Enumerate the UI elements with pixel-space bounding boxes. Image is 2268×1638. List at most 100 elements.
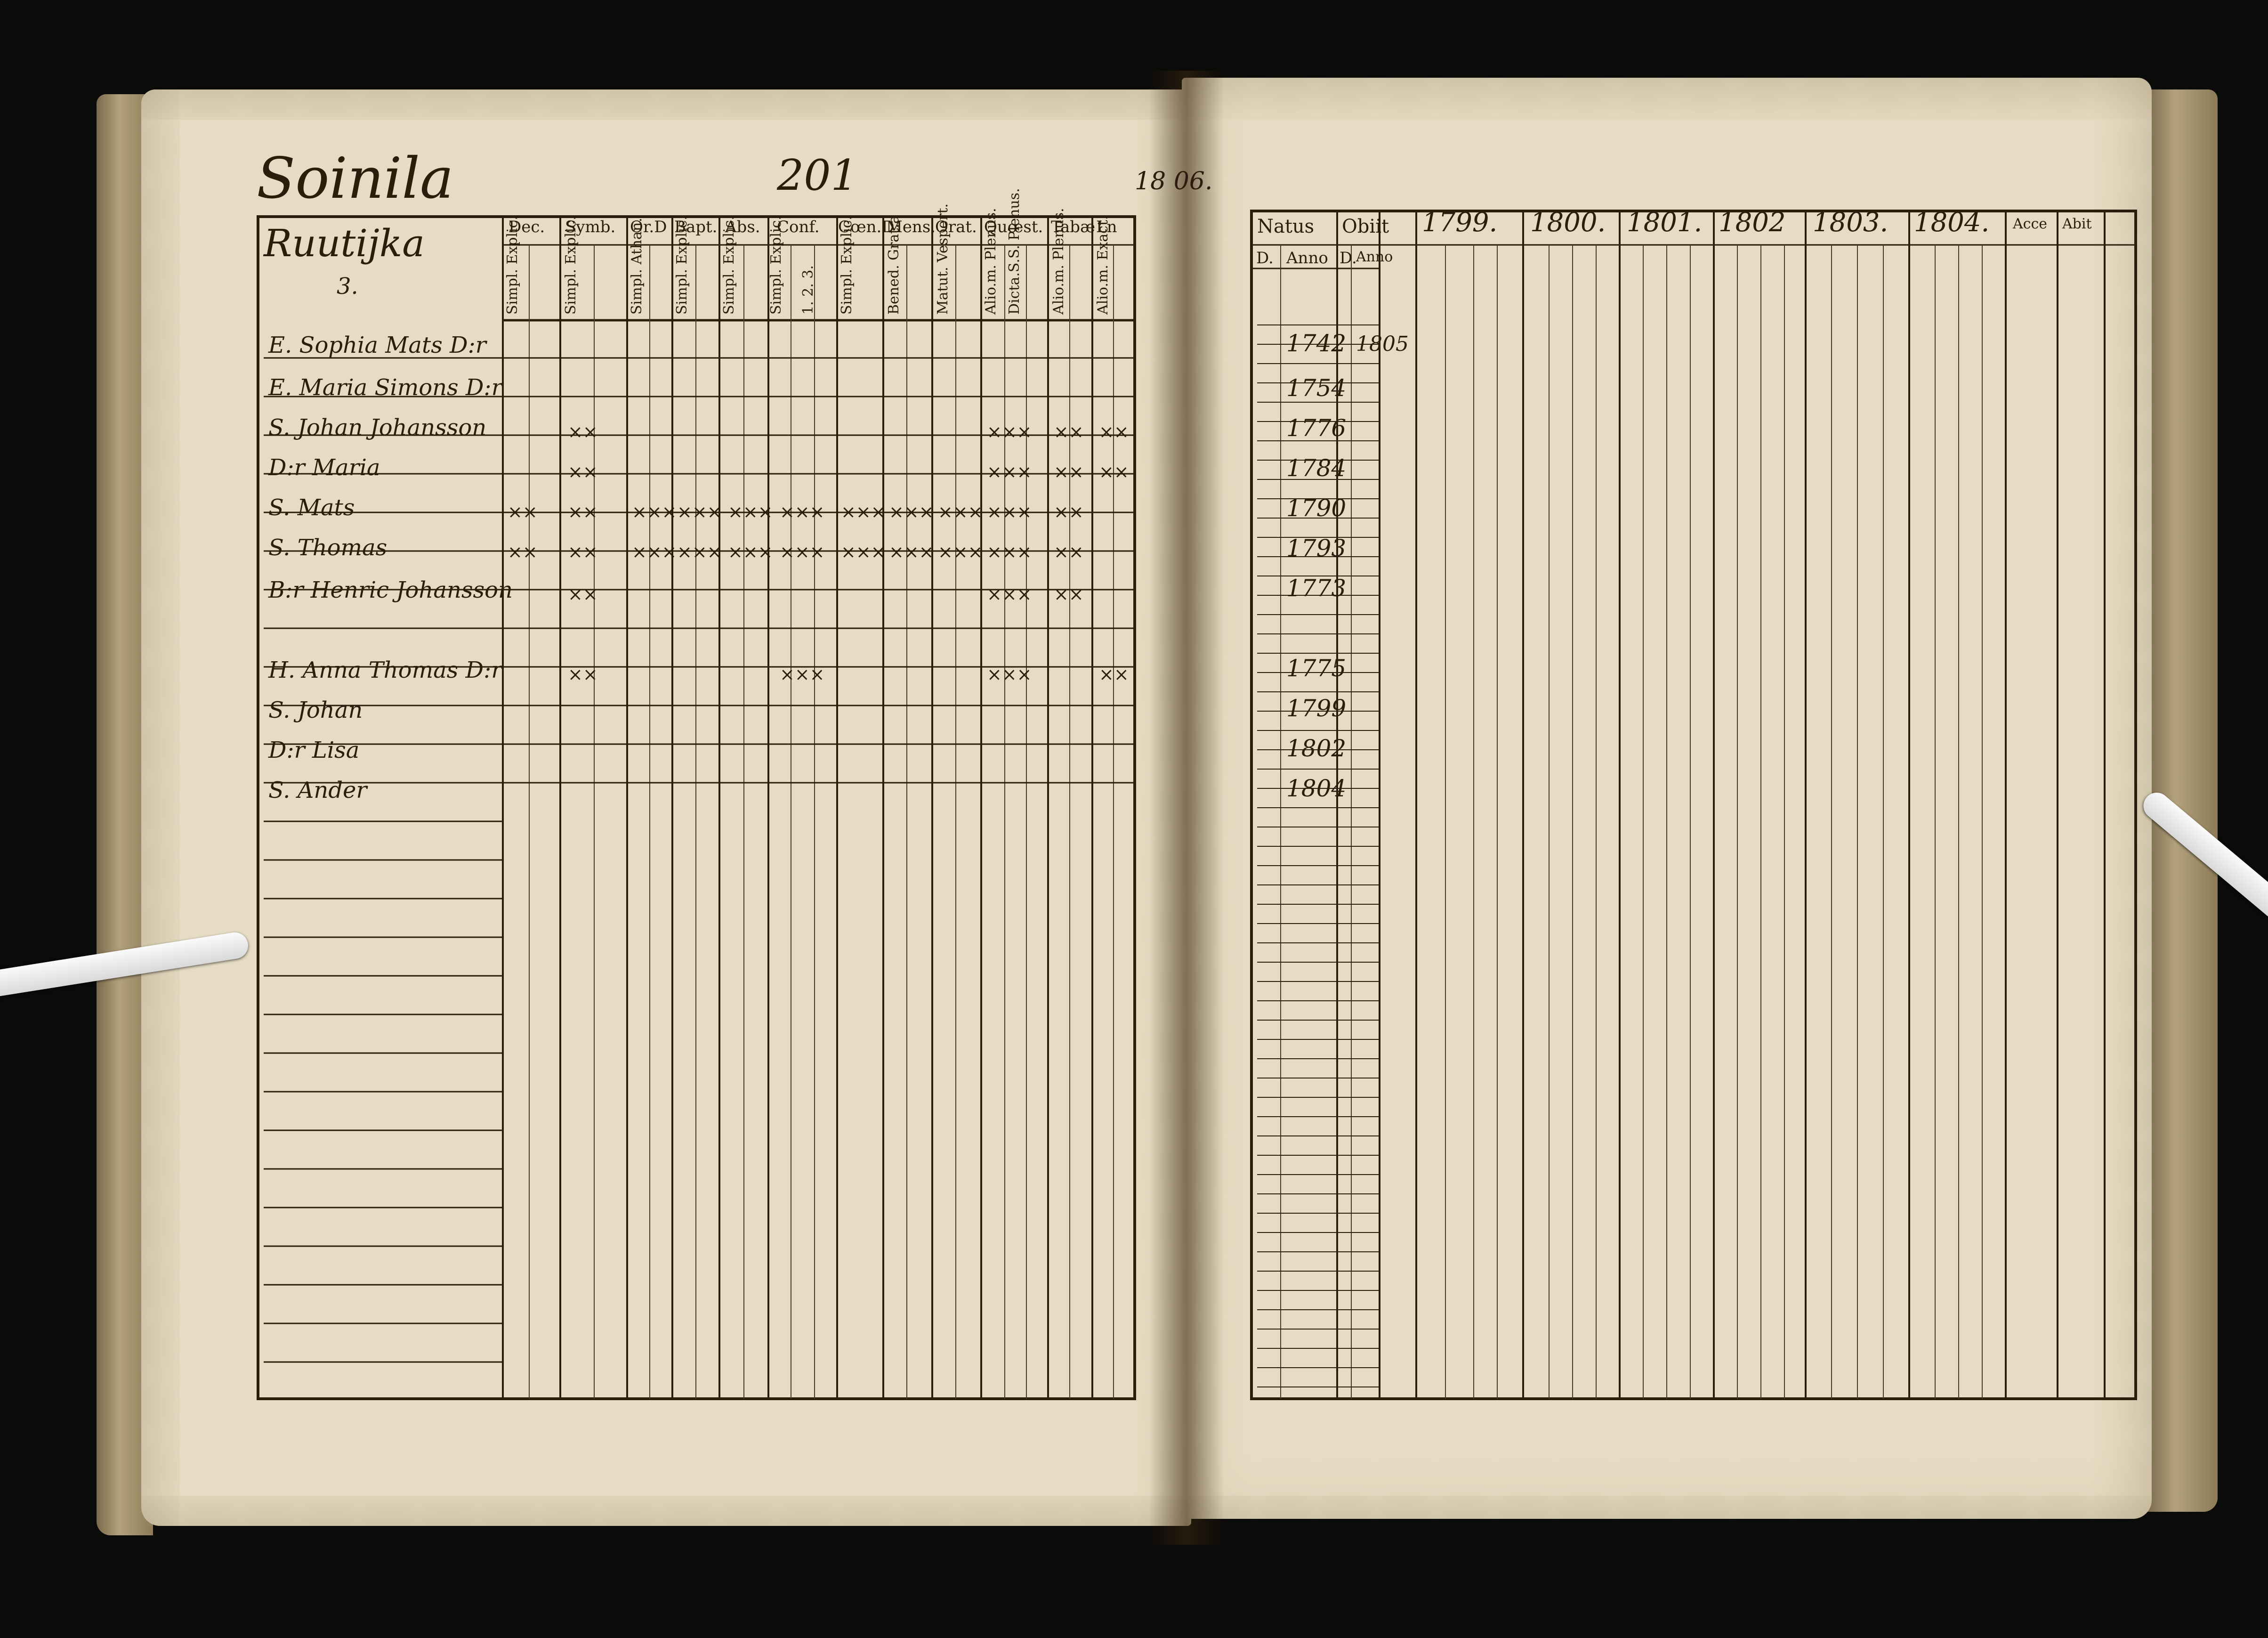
communion-mark: ×××	[841, 502, 886, 522]
communion-mark: ××	[1099, 462, 1129, 482]
communion-mark: ×××	[841, 542, 886, 562]
person-name: E. Sophia Mats D:r	[268, 332, 486, 358]
margin-note: 18 06.	[1135, 167, 1213, 195]
natus-day-header: D.	[1256, 249, 1274, 268]
communion-mark: ×××	[987, 542, 1032, 562]
year-header: Acce	[2013, 216, 2048, 232]
natus-anno-header: Anno	[1286, 249, 1328, 268]
communion-mark: ××	[568, 664, 598, 685]
communion-mark: ×××	[889, 542, 934, 562]
sub-header: Alio.m. Plenus.	[983, 208, 999, 315]
column-header: Or.D	[630, 218, 667, 236]
communion-mark: ××	[508, 542, 538, 562]
birth-year: 1742	[1286, 330, 1347, 357]
communion-mark: ××	[1054, 422, 1084, 442]
book-gutter	[1149, 71, 1224, 1545]
year-header: Obiit	[1342, 216, 1389, 237]
communion-mark: ××	[568, 542, 598, 562]
communion-mark: ××	[568, 502, 598, 522]
communion-mark: ×××	[938, 502, 983, 522]
column-header: Cœn.D	[838, 218, 895, 236]
communion-mark: ××	[1054, 462, 1084, 482]
person-name: D:r Lisa	[268, 737, 360, 763]
year-header: Abit	[2062, 216, 2092, 232]
sub-header: Simpl. Explic.	[839, 215, 855, 315]
communion-mark: ×××	[889, 502, 934, 522]
sub-header: Simpl. Explic.	[504, 215, 521, 315]
sub-header: Dicta.S.S. Plenus.	[1006, 188, 1023, 315]
death-year: 1805	[1356, 332, 1409, 356]
birth-year: 1776	[1286, 414, 1347, 442]
communion-mark: ×××	[938, 542, 983, 562]
communion-mark: ×××	[728, 542, 773, 562]
communion-mark: ×××	[632, 542, 677, 562]
person-name: B:r Henric Johansson	[268, 577, 513, 603]
column-header: Bapt.	[674, 218, 718, 236]
communion-mark: ××	[1054, 542, 1084, 562]
year-header: 1801.	[1627, 207, 1703, 238]
sub-header: Matut. Vespert.	[935, 203, 951, 315]
communion-mark: ××	[568, 462, 598, 482]
sub-header: Simpl. Explic.	[721, 215, 737, 315]
column-header: Quœst.	[984, 218, 1043, 236]
birth-year: 1793	[1286, 535, 1347, 562]
communion-mark: ××	[1099, 664, 1129, 685]
birth-year: 1804	[1286, 775, 1347, 802]
column-header: Tabæ	[1051, 218, 1096, 236]
column-header: Dec.	[508, 218, 545, 236]
communion-mark: ×××	[987, 422, 1032, 442]
communion-mark: ×××	[987, 462, 1032, 482]
person-name: S. Thomas	[268, 535, 387, 561]
sub-header: Simpl. Explic.	[563, 215, 579, 315]
sub-header: 1. 2. 3.	[800, 265, 816, 315]
column-header: Abs.	[725, 218, 760, 236]
person-name: H. Anna Thomas D:r	[268, 657, 502, 683]
village-name: Soinila	[257, 146, 454, 211]
communion-mark: ×××	[780, 664, 825, 685]
year-header: Natus	[1257, 216, 1315, 237]
year-header: 1803.	[1813, 207, 1889, 238]
communion-mark: ××	[1099, 422, 1129, 442]
birth-year: 1802	[1286, 735, 1347, 762]
sub-header: Alio.m. Plenus.	[1050, 208, 1067, 315]
house-name: Ruutijka	[264, 221, 425, 265]
sub-header: Bened. Grat.a	[886, 215, 902, 315]
sub-header: Simpl. Explic.	[674, 215, 690, 315]
sub-header: Alio.m. Exact.	[1095, 215, 1111, 315]
person-name: S. Johan	[268, 697, 363, 723]
communion-mark: ×××	[780, 502, 825, 522]
communion-mark: ×××	[677, 542, 722, 562]
communion-mark: ×××	[780, 542, 825, 562]
year-header: 1802	[1719, 207, 1786, 238]
person-name: E. Maria Simons D:r	[268, 374, 502, 401]
sub-header: Simpl. Athan.	[629, 218, 645, 315]
communion-mark: ××	[508, 502, 538, 522]
year-header: 1800.	[1530, 207, 1606, 238]
obiit-anno-header: Anno	[1356, 249, 1393, 265]
communion-mark: ×××	[728, 502, 773, 522]
person-name: S. Johan Johansson	[268, 414, 487, 441]
communion-mark: ××	[1054, 584, 1084, 605]
communion-mark: ×××	[987, 502, 1032, 522]
house-number: 3.	[337, 273, 358, 300]
sub-header: Simpl. Explic.	[768, 215, 784, 315]
page-number: 201	[777, 151, 858, 200]
birth-year: 1773	[1286, 575, 1347, 602]
communion-mark: ×××	[987, 584, 1032, 605]
column-header: Conf.	[777, 218, 820, 236]
communion-mark: ××	[568, 584, 598, 605]
communion-mark: ×××	[677, 502, 722, 522]
person-name: S. Mats	[268, 495, 355, 521]
year-header: 1799.	[1422, 207, 1498, 238]
left-page	[141, 89, 1191, 1526]
column-header: Symb.	[565, 218, 616, 236]
communion-mark: ××	[568, 422, 598, 442]
column-header: Orat.	[935, 218, 977, 236]
birth-year: 1784	[1286, 454, 1347, 482]
column-header: Mens.	[886, 218, 936, 236]
birth-year: 1754	[1286, 374, 1347, 402]
year-header: 1804.	[1914, 207, 1990, 238]
person-name: S. Ander	[268, 777, 367, 803]
communion-mark: ×××	[632, 502, 677, 522]
